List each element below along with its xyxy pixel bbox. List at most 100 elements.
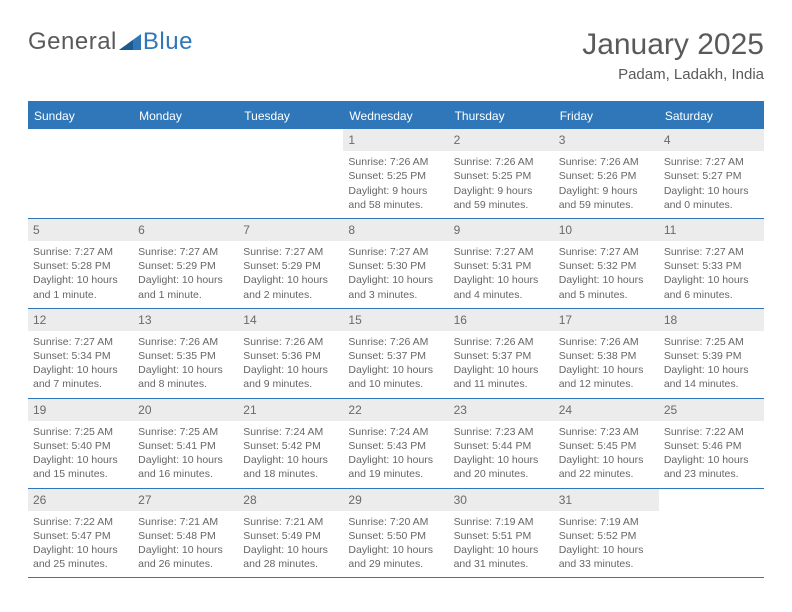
calendar-cell: 23Sunrise: 7:23 AMSunset: 5:44 PMDayligh… <box>449 399 554 488</box>
daylight-text: Daylight: 9 hours <box>348 184 443 198</box>
daylight-text: Daylight: 10 hours <box>33 543 128 557</box>
sunrise-text: Sunrise: 7:26 AM <box>243 335 338 349</box>
page-title: January 2025 <box>582 28 764 62</box>
calendar-week: 12Sunrise: 7:27 AMSunset: 5:34 PMDayligh… <box>28 309 764 399</box>
daylight-text: and 9 minutes. <box>243 377 338 391</box>
day-number: 28 <box>238 489 343 511</box>
daylight-text: Daylight: 10 hours <box>243 543 338 557</box>
daylight-text: and 31 minutes. <box>454 557 549 571</box>
calendar-cell: 18Sunrise: 7:25 AMSunset: 5:39 PMDayligh… <box>659 309 764 398</box>
sunset-text: Sunset: 5:48 PM <box>138 529 233 543</box>
day-number: 12 <box>28 309 133 331</box>
sunrise-text: Sunrise: 7:27 AM <box>664 245 759 259</box>
day-number: 31 <box>554 489 659 511</box>
sunset-text: Sunset: 5:35 PM <box>138 349 233 363</box>
calendar-cell: 20Sunrise: 7:25 AMSunset: 5:41 PMDayligh… <box>133 399 238 488</box>
day-number: 13 <box>133 309 238 331</box>
calendar-week: 1Sunrise: 7:26 AMSunset: 5:25 PMDaylight… <box>28 129 764 219</box>
daylight-text: Daylight: 10 hours <box>33 453 128 467</box>
sunrise-text: Sunrise: 7:25 AM <box>138 425 233 439</box>
daylight-text: and 5 minutes. <box>559 288 654 302</box>
daylight-text: Daylight: 10 hours <box>454 543 549 557</box>
daylight-text: Daylight: 10 hours <box>559 363 654 377</box>
triangle-icon <box>119 34 141 50</box>
day-number: 11 <box>659 219 764 241</box>
daylight-text: Daylight: 10 hours <box>243 363 338 377</box>
daylight-text: and 33 minutes. <box>559 557 654 571</box>
title-block: January 2025 Padam, Ladakh, India <box>582 28 764 83</box>
daylight-text: Daylight: 10 hours <box>138 543 233 557</box>
sunrise-text: Sunrise: 7:27 AM <box>664 155 759 169</box>
sunrise-text: Sunrise: 7:23 AM <box>559 425 654 439</box>
sunrise-text: Sunrise: 7:21 AM <box>243 515 338 529</box>
sunrise-text: Sunrise: 7:19 AM <box>559 515 654 529</box>
daylight-text: Daylight: 10 hours <box>348 543 443 557</box>
calendar-cell <box>28 129 133 218</box>
sunset-text: Sunset: 5:30 PM <box>348 259 443 273</box>
calendar-cell: 1Sunrise: 7:26 AMSunset: 5:25 PMDaylight… <box>343 129 448 218</box>
daylight-text: Daylight: 10 hours <box>348 363 443 377</box>
sunset-text: Sunset: 5:25 PM <box>454 169 549 183</box>
daylight-text: Daylight: 10 hours <box>138 273 233 287</box>
sunset-text: Sunset: 5:45 PM <box>559 439 654 453</box>
daylight-text: Daylight: 10 hours <box>348 273 443 287</box>
day-header: Tuesday <box>238 103 343 129</box>
sunrise-text: Sunrise: 7:27 AM <box>243 245 338 259</box>
calendar-cell: 13Sunrise: 7:26 AMSunset: 5:35 PMDayligh… <box>133 309 238 398</box>
day-number: 5 <box>28 219 133 241</box>
sunset-text: Sunset: 5:39 PM <box>664 349 759 363</box>
day-number: 14 <box>238 309 343 331</box>
day-number: 9 <box>449 219 554 241</box>
day-number: 6 <box>133 219 238 241</box>
daylight-text: Daylight: 10 hours <box>454 273 549 287</box>
daylight-text: Daylight: 9 hours <box>559 184 654 198</box>
calendar-cell: 2Sunrise: 7:26 AMSunset: 5:25 PMDaylight… <box>449 129 554 218</box>
calendar-cell: 17Sunrise: 7:26 AMSunset: 5:38 PMDayligh… <box>554 309 659 398</box>
daylight-text: and 58 minutes. <box>348 198 443 212</box>
sunset-text: Sunset: 5:29 PM <box>243 259 338 273</box>
logo-text-2: Blue <box>143 28 193 56</box>
calendar-cell: 22Sunrise: 7:24 AMSunset: 5:43 PMDayligh… <box>343 399 448 488</box>
sunset-text: Sunset: 5:46 PM <box>664 439 759 453</box>
calendar-cell: 26Sunrise: 7:22 AMSunset: 5:47 PMDayligh… <box>28 489 133 578</box>
calendar-cell: 6Sunrise: 7:27 AMSunset: 5:29 PMDaylight… <box>133 219 238 308</box>
daylight-text: and 8 minutes. <box>138 377 233 391</box>
day-number: 3 <box>554 129 659 151</box>
day-header: Saturday <box>659 103 764 129</box>
sunrise-text: Sunrise: 7:26 AM <box>454 155 549 169</box>
daylight-text: and 15 minutes. <box>33 467 128 481</box>
daylight-text: and 22 minutes. <box>559 467 654 481</box>
sunset-text: Sunset: 5:43 PM <box>348 439 443 453</box>
sunset-text: Sunset: 5:37 PM <box>348 349 443 363</box>
daylight-text: and 59 minutes. <box>454 198 549 212</box>
sunrise-text: Sunrise: 7:26 AM <box>138 335 233 349</box>
day-number: 19 <box>28 399 133 421</box>
sunrise-text: Sunrise: 7:19 AM <box>454 515 549 529</box>
daylight-text: and 29 minutes. <box>348 557 443 571</box>
sunset-text: Sunset: 5:36 PM <box>243 349 338 363</box>
daylight-text: and 16 minutes. <box>138 467 233 481</box>
day-number: 18 <box>659 309 764 331</box>
calendar-cell: 25Sunrise: 7:22 AMSunset: 5:46 PMDayligh… <box>659 399 764 488</box>
day-header: Wednesday <box>343 103 448 129</box>
sunset-text: Sunset: 5:44 PM <box>454 439 549 453</box>
sunset-text: Sunset: 5:41 PM <box>138 439 233 453</box>
sunset-text: Sunset: 5:25 PM <box>348 169 443 183</box>
sunrise-text: Sunrise: 7:27 AM <box>454 245 549 259</box>
daylight-text: and 7 minutes. <box>33 377 128 391</box>
day-number: 25 <box>659 399 764 421</box>
sunrise-text: Sunrise: 7:24 AM <box>243 425 338 439</box>
daylight-text: and 4 minutes. <box>454 288 549 302</box>
day-header: Friday <box>554 103 659 129</box>
sunset-text: Sunset: 5:37 PM <box>454 349 549 363</box>
daylight-text: and 28 minutes. <box>243 557 338 571</box>
sunrise-text: Sunrise: 7:26 AM <box>559 155 654 169</box>
daylight-text: and 11 minutes. <box>454 377 549 391</box>
sunset-text: Sunset: 5:50 PM <box>348 529 443 543</box>
sunset-text: Sunset: 5:34 PM <box>33 349 128 363</box>
day-number: 15 <box>343 309 448 331</box>
sunset-text: Sunset: 5:38 PM <box>559 349 654 363</box>
calendar-cell <box>133 129 238 218</box>
calendar-cell: 29Sunrise: 7:20 AMSunset: 5:50 PMDayligh… <box>343 489 448 578</box>
daylight-text: Daylight: 10 hours <box>664 453 759 467</box>
